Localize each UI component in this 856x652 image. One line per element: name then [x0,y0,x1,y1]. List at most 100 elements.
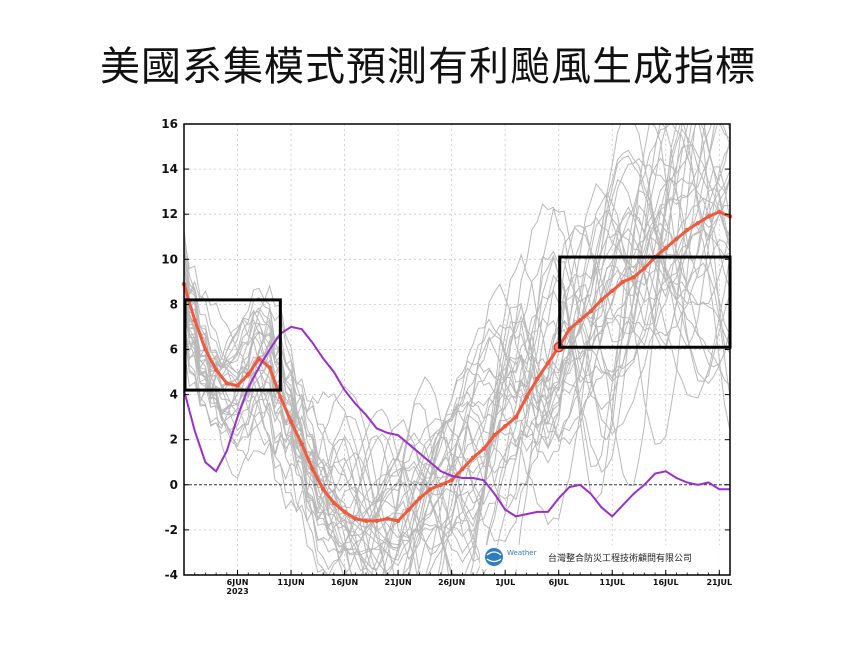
ensemble-member-line [184,168,730,552]
y-tick-label: 4 [170,388,178,402]
series-1-point [695,221,701,226]
y-tick-label: 8 [170,297,178,311]
series-line-2 [184,325,730,518]
series-1-point [470,455,476,460]
x-tick-label: 6JUN [227,578,249,587]
series-1-point [492,432,497,438]
series-1-point [449,478,454,483]
series-1-point [674,236,679,242]
logo-background [480,545,726,569]
series-1-point [224,381,230,386]
series-1-point [535,376,540,382]
y-tick-label: 2 [170,433,178,447]
series-1-point [267,365,272,370]
series-1-point [481,446,486,451]
series-1-point [631,275,636,280]
logo-company-name: 台灣整合防災工程技術顧問有限公司 [548,552,692,564]
series-1-point [620,279,626,285]
ensemble-member-line [184,222,730,575]
series-1-point [460,466,465,472]
series-1-point [684,227,690,233]
x-tick-label: 11JUN [277,578,304,587]
series-1-point [524,394,529,400]
series-1-point [588,308,594,314]
ensemble-member-line [184,124,716,575]
y-tick-label: 0 [170,478,178,492]
series-1-point [374,518,379,524]
y-tick-label: -4 [165,568,178,582]
y-tick-label: -2 [165,523,178,537]
series-1-point [395,518,401,524]
series-1-point [642,266,647,271]
series-1-point [288,419,294,424]
x-tick-label: 26JUN [438,578,465,587]
series-1-point [428,487,433,492]
series-1-point [567,327,572,332]
ensemble-member-line [184,182,730,575]
logo-globe-lines [486,551,502,563]
x-tick-label: 21JUL [706,578,732,587]
series-1-point [385,516,390,521]
x-tick-label: 6JUL [549,578,569,587]
series-1-point [438,482,444,487]
ensemble-member-line [184,124,730,549]
y-tick-label: 12 [161,207,178,221]
ensemble-members [184,124,730,575]
ensemble-member-line [184,143,730,575]
series-1-point [235,383,240,388]
series-1-point [663,245,668,251]
series-1-point [278,394,283,400]
x-tick-label: 16JUN [331,578,358,587]
series-1-point [577,317,583,323]
series-1-point [502,423,508,429]
logo-globe-icon [485,548,503,566]
series-1-point [417,496,422,501]
series-1-point [213,367,219,372]
ensemble-member-line [184,155,730,575]
series-1-point [331,500,337,506]
x-tick-label: 1JUL [495,578,515,587]
series-1-point [342,509,347,515]
series-1-point [513,414,519,420]
y-tick-label: 16 [161,117,178,131]
series-1-point [406,507,412,512]
series-1-point [299,442,304,447]
ensemble-member-line [184,124,730,575]
y-tick-label: 10 [161,252,178,266]
series-1-point [363,518,369,524]
ensemble-member-line [184,173,730,556]
ensemble-member-line [184,176,730,530]
ensemble-member-line [184,124,730,575]
y-tick-label: 14 [161,162,178,176]
ensemble-member-line [184,124,730,575]
series-1-point [246,372,251,377]
series-1-point [717,209,722,215]
ensemble-member-line [184,149,730,575]
ensemble-member-line [184,124,730,575]
series-1-point [203,347,208,352]
series-1-point [256,356,262,361]
series-1-point [310,466,315,472]
ensemble-member-line [184,208,730,561]
x-tick-label: 11JUL [599,578,625,587]
ensemble-member-line [184,124,730,575]
series-1-point [353,516,358,521]
series-1-point [320,487,326,492]
series-line-1 [184,210,730,523]
x-tick-label: 21JUN [384,578,411,587]
y-tick-label: 6 [170,343,178,357]
series-1-point [545,360,551,366]
series-1-point [610,288,615,294]
x-tick-label: 16JUL [653,578,679,587]
series-1-point [599,297,604,303]
ensemble-member-line [184,211,730,548]
ensemble-member-line [184,189,730,575]
series-1-point [192,317,197,323]
page-title: 美國系集模式預測有利颱風生成指標 [100,44,756,90]
series-1-point [706,214,711,219]
company-logo: Weather 台灣整合防災工程技術顧問有限公司 [480,545,726,569]
x-tick-sublabel: 2023 [226,587,248,596]
logo-brand-text: Weather [507,549,537,557]
highlight-box-1 [183,298,282,392]
